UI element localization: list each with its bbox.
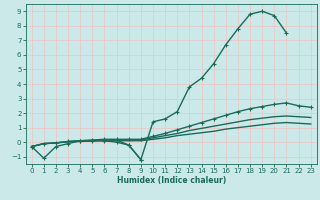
X-axis label: Humidex (Indice chaleur): Humidex (Indice chaleur) [116,176,226,185]
